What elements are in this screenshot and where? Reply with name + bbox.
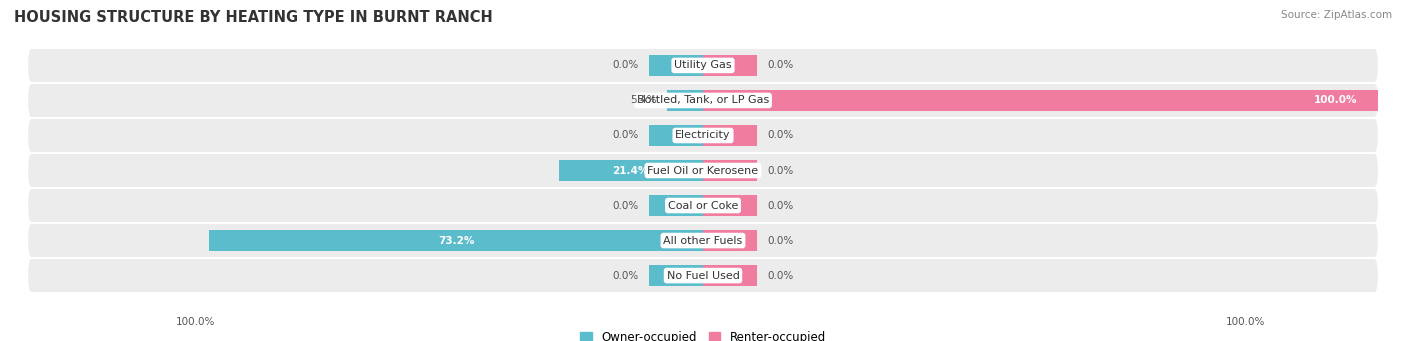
Text: 0.0%: 0.0% — [613, 270, 638, 281]
Text: Source: ZipAtlas.com: Source: ZipAtlas.com — [1281, 10, 1392, 20]
FancyBboxPatch shape — [28, 84, 1378, 117]
Bar — [650, 265, 703, 286]
Bar — [703, 55, 756, 76]
Text: 0.0%: 0.0% — [613, 131, 638, 140]
Text: Bottled, Tank, or LP Gas: Bottled, Tank, or LP Gas — [637, 95, 769, 105]
Text: 100.0%: 100.0% — [1226, 317, 1265, 327]
FancyBboxPatch shape — [28, 154, 1378, 187]
Text: Electricity: Electricity — [675, 131, 731, 140]
Bar — [703, 195, 756, 217]
Bar — [650, 195, 703, 217]
Bar — [703, 230, 756, 251]
Bar — [703, 90, 1378, 111]
Text: Coal or Coke: Coal or Coke — [668, 201, 738, 210]
Text: 0.0%: 0.0% — [768, 270, 793, 281]
Text: No Fuel Used: No Fuel Used — [666, 270, 740, 281]
Text: HOUSING STRUCTURE BY HEATING TYPE IN BURNT RANCH: HOUSING STRUCTURE BY HEATING TYPE IN BUR… — [14, 10, 494, 25]
Text: 21.4%: 21.4% — [613, 165, 650, 176]
Text: 0.0%: 0.0% — [768, 236, 793, 246]
Text: 5.4%: 5.4% — [630, 95, 657, 105]
Text: 0.0%: 0.0% — [768, 165, 793, 176]
Text: All other Fuels: All other Fuels — [664, 236, 742, 246]
FancyBboxPatch shape — [28, 259, 1378, 292]
Text: Fuel Oil or Kerosene: Fuel Oil or Kerosene — [647, 165, 759, 176]
FancyBboxPatch shape — [28, 119, 1378, 152]
Bar — [650, 124, 703, 146]
Bar — [703, 124, 756, 146]
Bar — [650, 55, 703, 76]
Bar — [666, 90, 703, 111]
FancyBboxPatch shape — [28, 224, 1378, 257]
Text: 0.0%: 0.0% — [768, 131, 793, 140]
Bar — [703, 265, 756, 286]
FancyBboxPatch shape — [28, 49, 1378, 82]
Text: 0.0%: 0.0% — [613, 201, 638, 210]
Bar — [703, 160, 756, 181]
Text: 100.0%: 100.0% — [1315, 95, 1358, 105]
Text: 0.0%: 0.0% — [768, 201, 793, 210]
Legend: Owner-occupied, Renter-occupied: Owner-occupied, Renter-occupied — [575, 327, 831, 341]
Text: 0.0%: 0.0% — [768, 60, 793, 71]
Text: 73.2%: 73.2% — [437, 236, 474, 246]
Bar — [558, 160, 703, 181]
Text: 100.0%: 100.0% — [176, 317, 215, 327]
Bar — [209, 230, 703, 251]
Text: Utility Gas: Utility Gas — [675, 60, 731, 71]
Text: 0.0%: 0.0% — [613, 60, 638, 71]
FancyBboxPatch shape — [28, 189, 1378, 222]
